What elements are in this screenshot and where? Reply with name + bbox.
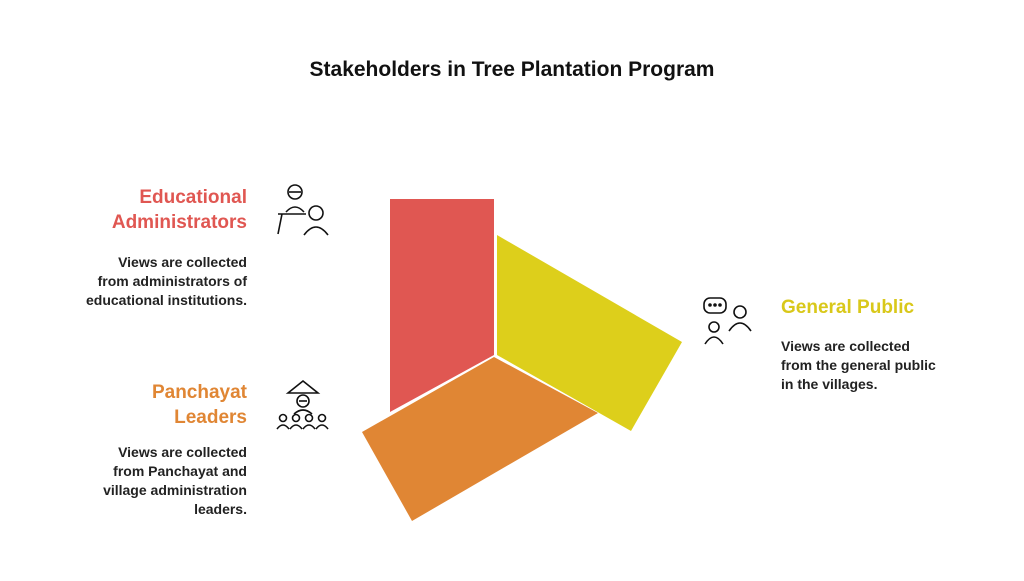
description-line: in the villages. bbox=[781, 376, 878, 392]
public-icon bbox=[703, 297, 752, 345]
label-line: Leaders bbox=[174, 407, 247, 428]
description-line: from administrators of bbox=[97, 273, 247, 289]
label-line: Panchayat bbox=[151, 382, 247, 403]
label: General Public bbox=[781, 295, 914, 320]
panchayat-icon bbox=[276, 379, 329, 430]
label: Panchayat Leaders bbox=[152, 380, 247, 430]
description-line: from the general public bbox=[781, 357, 936, 373]
description: Views are collected from the general pub… bbox=[781, 337, 936, 394]
description-line: Views are collected bbox=[118, 444, 247, 460]
description-line: leaders. bbox=[194, 501, 247, 517]
public-segment bbox=[497, 235, 682, 431]
description-line: village administration bbox=[103, 482, 247, 498]
description-line: Views are collected bbox=[118, 254, 247, 270]
title: Stakeholders in Tree Plantation Program bbox=[309, 58, 715, 81]
label-line: Educational bbox=[139, 187, 247, 208]
educational-icon bbox=[277, 184, 329, 236]
description-line: Views are collected bbox=[781, 338, 910, 354]
description: Views are collected from Panchayat and v… bbox=[103, 443, 247, 519]
panchayat-segment bbox=[362, 357, 598, 521]
educational-segment bbox=[390, 199, 494, 412]
label-line: General Public bbox=[781, 297, 915, 318]
description-line: from Panchayat and bbox=[113, 463, 247, 479]
label-line: Administrators bbox=[111, 212, 247, 233]
description: Views are collected from administrators … bbox=[86, 253, 247, 310]
label: Educational Administrators bbox=[112, 185, 247, 235]
description-line: educational institutions. bbox=[85, 292, 247, 308]
